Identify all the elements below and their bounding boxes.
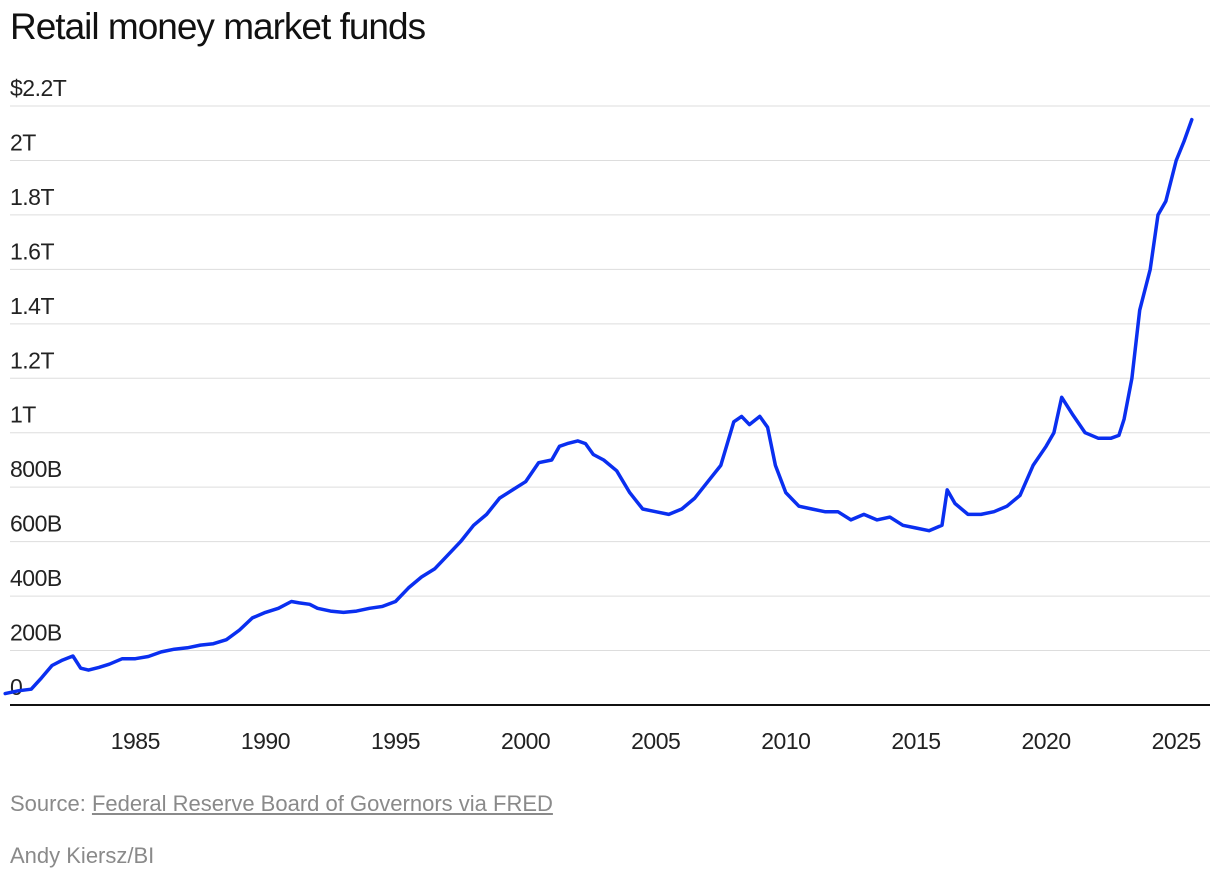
y-tick-label: 0 [10,674,22,700]
x-tick-label: 2015 [891,728,940,754]
y-tick-label: 600B [10,511,62,537]
source-note: Source: Federal Reserve Board of Governo… [10,791,553,817]
y-tick-label: 1.8T [10,184,54,210]
y-tick-label: 1.4T [10,293,54,319]
y-tick-label: 1.6T [10,238,54,264]
y-tick-label: 800B [10,456,62,482]
y-tick-label: 400B [10,565,62,591]
x-tick-label: 2005 [631,728,680,754]
x-tick-label: 1995 [371,728,420,754]
y-tick-label: 2T [10,129,36,155]
y-axis-tick-labels: 0 200B 400B 600B 800B 1T 1.2T 1.4T 1.6T 1.8T 2T $2.… [10,75,67,700]
x-tick-label: 2000 [501,728,550,754]
y-tick-label: 200B [10,620,62,646]
credit-line: Andy Kiersz/BI [10,843,155,868]
series-line-retail-money-market-funds [3,117,1194,696]
y-tick-label: 1T [10,402,36,428]
x-tick-label: 2025 [1152,728,1201,754]
x-tick-label: 1990 [241,728,290,754]
x-tick-label: 2020 [1021,728,1070,754]
line-chart: 0 200B 400B 600B 800B 1T 1.2T 1.4T 1.6T 1.8T 2T $2.… [3,75,1210,754]
x-tick-label: 2010 [761,728,810,754]
y-tick-label: 1.2T [10,347,54,373]
chart-title: Retail money market funds [10,6,426,47]
x-axis-tick-labels: 1985 1990 1995 2000 2005 2010 2015 2020 2025 [111,728,1202,754]
source-prefix: Source: [10,791,92,816]
x-tick-label: 1985 [111,728,160,754]
gridlines [10,105,1210,652]
source-link[interactable]: Federal Reserve Board of Governors via F… [91,791,553,816]
y-tick-label: $2.2T [10,75,67,101]
